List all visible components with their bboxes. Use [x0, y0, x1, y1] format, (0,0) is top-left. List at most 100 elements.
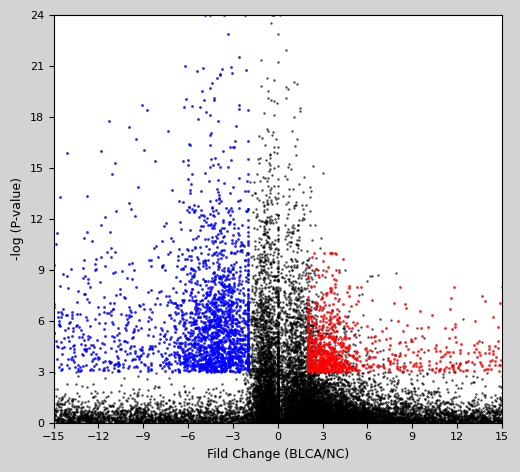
- Point: [59, 416, 67, 424]
- Point: [370, 409, 378, 417]
- Point: [260, 354, 268, 361]
- Point: [200, 414, 209, 422]
- Point: [259, 413, 267, 421]
- Point: [306, 385, 315, 393]
- Point: [249, 274, 257, 282]
- Point: [362, 381, 371, 389]
- Point: [193, 313, 202, 321]
- Point: [266, 403, 274, 410]
- Point: [310, 271, 319, 278]
- Point: [325, 408, 333, 416]
- Point: [297, 413, 305, 420]
- Point: [347, 418, 355, 425]
- Point: [136, 352, 144, 360]
- Point: [105, 357, 113, 364]
- Point: [126, 411, 135, 418]
- Point: [320, 410, 328, 417]
- Point: [285, 410, 293, 417]
- Point: [398, 418, 407, 426]
- Point: [416, 404, 424, 411]
- Point: [254, 404, 262, 411]
- Point: [252, 372, 261, 379]
- Point: [242, 356, 250, 364]
- Point: [258, 337, 266, 344]
- Point: [309, 396, 318, 404]
- Point: [274, 396, 282, 404]
- Point: [202, 282, 211, 289]
- Point: [343, 415, 352, 423]
- Point: [226, 189, 234, 197]
- Point: [304, 333, 312, 340]
- Point: [266, 398, 274, 406]
- Point: [308, 413, 317, 420]
- Point: [244, 300, 252, 307]
- Point: [260, 370, 268, 377]
- Point: [304, 414, 312, 421]
- Point: [467, 413, 476, 421]
- Point: [89, 405, 98, 412]
- Point: [305, 396, 314, 403]
- Point: [362, 417, 371, 425]
- Point: [305, 416, 314, 423]
- Point: [300, 382, 308, 390]
- Point: [355, 409, 363, 416]
- Point: [258, 418, 266, 426]
- Point: [251, 291, 259, 299]
- Point: [313, 399, 321, 406]
- Point: [340, 392, 348, 399]
- Point: [205, 177, 213, 185]
- Point: [258, 414, 267, 421]
- Point: [389, 417, 398, 425]
- Point: [416, 419, 424, 426]
- Point: [127, 416, 136, 424]
- Point: [365, 416, 373, 424]
- Point: [82, 412, 90, 420]
- Point: [296, 414, 305, 422]
- Point: [308, 396, 316, 404]
- Point: [250, 388, 258, 396]
- Point: [353, 409, 361, 417]
- Point: [326, 360, 334, 367]
- Point: [300, 418, 308, 426]
- Point: [297, 412, 305, 419]
- Point: [258, 373, 266, 380]
- Point: [302, 397, 310, 405]
- Point: [318, 384, 326, 391]
- Point: [329, 413, 337, 421]
- Point: [391, 408, 399, 415]
- Point: [326, 287, 334, 295]
- Point: [247, 413, 255, 420]
- Point: [298, 371, 307, 379]
- Point: [302, 412, 310, 419]
- Point: [318, 417, 327, 424]
- Point: [287, 415, 295, 423]
- Point: [305, 398, 313, 406]
- Point: [264, 292, 272, 300]
- Point: [252, 314, 260, 322]
- Point: [329, 334, 337, 341]
- Point: [380, 412, 388, 419]
- Point: [233, 347, 241, 354]
- Point: [344, 415, 352, 423]
- Point: [274, 367, 282, 375]
- Point: [427, 406, 435, 413]
- Point: [317, 410, 325, 417]
- Point: [343, 404, 351, 412]
- Point: [233, 345, 242, 353]
- Point: [283, 416, 291, 424]
- Point: [225, 219, 233, 226]
- Point: [217, 322, 226, 329]
- Point: [56, 283, 64, 290]
- Point: [210, 269, 218, 277]
- Point: [286, 403, 294, 410]
- Point: [327, 345, 335, 352]
- Point: [311, 416, 319, 423]
- Point: [301, 415, 309, 423]
- Point: [267, 401, 275, 409]
- Point: [385, 365, 393, 373]
- Point: [353, 413, 361, 421]
- Point: [263, 414, 271, 422]
- Point: [325, 413, 333, 421]
- Point: [425, 414, 433, 422]
- Point: [306, 399, 315, 406]
